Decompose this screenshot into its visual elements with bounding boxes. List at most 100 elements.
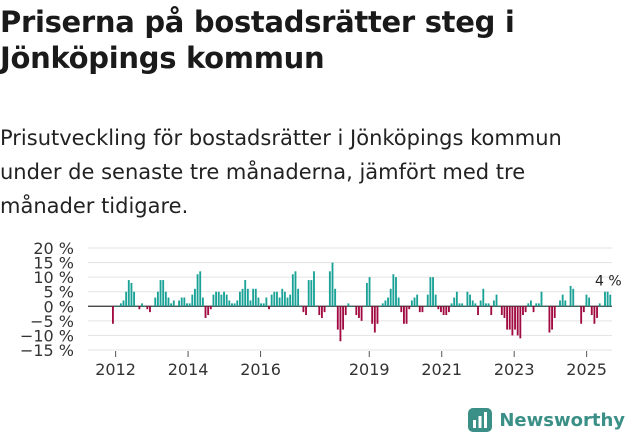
x-tick-label: 2023 (494, 360, 535, 378)
bar (519, 306, 522, 339)
bar (450, 303, 453, 307)
bar (604, 291, 606, 307)
bar (323, 306, 326, 313)
bar (183, 297, 186, 307)
bar (527, 303, 530, 307)
bar (159, 280, 162, 307)
bar (561, 294, 564, 307)
bar (593, 306, 596, 324)
bar (268, 306, 270, 310)
newsworthy-label: Newsworthy (499, 409, 625, 431)
bar (223, 291, 225, 307)
bar (262, 303, 265, 307)
bar (117, 306, 120, 307)
bar (207, 306, 210, 316)
bar (487, 303, 490, 307)
bar (511, 306, 514, 336)
bar (458, 303, 461, 307)
bar (167, 297, 170, 307)
bar (175, 306, 178, 307)
bar (381, 303, 384, 307)
bar (196, 274, 199, 307)
bar (289, 294, 292, 307)
bar (244, 280, 247, 307)
bar (186, 303, 188, 307)
bar (397, 297, 400, 307)
x-tick-label: 2025 (566, 360, 607, 378)
bar (477, 306, 479, 316)
bar (463, 306, 466, 307)
bar (559, 300, 561, 307)
x-tick-label: 2021 (421, 360, 462, 378)
bar (453, 297, 456, 307)
bar (598, 303, 601, 307)
bar (535, 303, 538, 307)
bar (516, 306, 519, 336)
bar (347, 303, 350, 307)
bar (201, 297, 204, 307)
bar (231, 303, 233, 307)
bar (138, 306, 141, 310)
x-axis-labels: 2012 2014 2016 2019 2021 2023 2025 (95, 351, 607, 378)
bar (162, 280, 165, 307)
bar (188, 303, 191, 307)
bar (212, 294, 215, 307)
bar (421, 306, 424, 313)
bar (434, 294, 437, 307)
bar (273, 291, 276, 307)
bar (246, 288, 249, 307)
bar (302, 306, 305, 313)
bar (529, 300, 532, 307)
bar (400, 306, 403, 313)
bar (342, 306, 345, 330)
bar (238, 291, 241, 307)
bar (553, 306, 556, 318)
bar (170, 303, 173, 307)
bar (432, 277, 434, 307)
bar (146, 306, 149, 310)
bar (376, 306, 379, 324)
bar (551, 306, 553, 330)
bar (180, 297, 183, 307)
bar (112, 306, 114, 324)
bar (479, 300, 482, 307)
bar (130, 282, 133, 307)
y-tick-label: 0 % (44, 297, 74, 316)
bar (461, 303, 464, 307)
annotations: 4 % (595, 274, 622, 290)
bar (363, 306, 366, 307)
bar (127, 280, 130, 307)
bar (403, 306, 405, 324)
bar (310, 280, 313, 307)
bar (278, 297, 281, 307)
chart-title: Priserna på bostadsrätter steg i Jönköpi… (0, 5, 515, 75)
newsworthy-logo[interactable]: Newsworthy (467, 407, 625, 433)
gridlines (88, 247, 612, 351)
bars (112, 262, 612, 342)
bar (225, 294, 228, 307)
bar (368, 277, 371, 307)
bar (286, 297, 289, 307)
bar (445, 306, 448, 316)
bar (125, 291, 128, 307)
bar (307, 280, 310, 307)
bar (135, 306, 138, 307)
bar (164, 291, 167, 307)
last-value-annotation: 4 % (595, 274, 622, 290)
bar (606, 291, 609, 307)
x-tick-label: 2019 (349, 360, 390, 378)
bar (424, 306, 427, 307)
bar (503, 306, 506, 318)
bar (313, 271, 315, 307)
y-tick-label: 5 % (44, 283, 74, 302)
bar (596, 306, 598, 318)
bar (532, 306, 535, 313)
bar (601, 306, 604, 307)
bar (281, 288, 284, 307)
bar (315, 306, 318, 307)
bar (447, 306, 450, 313)
bar (440, 306, 442, 313)
bar (387, 297, 389, 307)
bar (228, 300, 231, 307)
bar (490, 306, 493, 316)
